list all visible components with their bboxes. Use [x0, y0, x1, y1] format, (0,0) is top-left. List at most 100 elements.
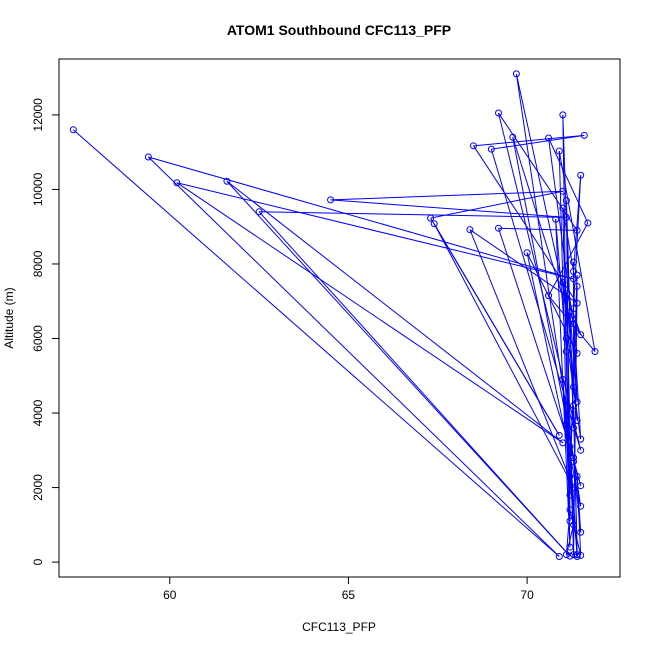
series-segment: [176, 182, 564, 444]
data-point: [509, 133, 517, 141]
data-point: [566, 517, 574, 525]
x-axis: 60 65 70: [163, 576, 534, 602]
y-tick-label: 6000: [31, 325, 45, 352]
series-segment: [430, 190, 563, 219]
data-point: [562, 197, 570, 205]
data-point: [466, 226, 474, 234]
data-point: [562, 213, 570, 221]
y-tick-label: 12000: [31, 98, 45, 132]
data-point: [570, 457, 578, 465]
data-point: [69, 126, 77, 134]
data-point: [573, 416, 581, 424]
data-point: [559, 375, 567, 383]
data-point: [573, 349, 581, 357]
series-segment: [473, 134, 585, 147]
data-point: [573, 553, 581, 561]
data-point: [523, 249, 531, 257]
series-segment: [512, 137, 571, 321]
data-point: [577, 482, 585, 490]
data-point: [570, 267, 578, 275]
series-segment: [573, 175, 582, 309]
data-point: [577, 331, 585, 339]
data-point: [577, 502, 585, 510]
series-segment: [72, 129, 560, 557]
data-point: [469, 142, 477, 150]
data-point: [580, 131, 588, 139]
data-point: [559, 187, 567, 195]
data-point: [566, 308, 574, 316]
series-segment: [433, 223, 560, 436]
x-tick-label: 70: [520, 588, 534, 602]
data-point: [555, 431, 563, 439]
series-segment: [259, 211, 567, 218]
data-point: [570, 521, 578, 529]
chart-title: ATOM1 Southbound CFC113_PFP: [227, 22, 451, 38]
x-tick-label: 65: [342, 588, 356, 602]
data-point: [584, 219, 592, 227]
data-point: [566, 543, 574, 551]
series-segment: [569, 446, 578, 557]
y-tick-label: 2000: [31, 474, 45, 501]
series-segment: [433, 223, 574, 488]
data-point: [327, 196, 335, 204]
series-segment: [515, 73, 571, 320]
y-tick-label: 10000: [31, 172, 45, 206]
series-segment: [498, 227, 578, 231]
series-segment: [176, 182, 574, 280]
series-segment: [148, 156, 574, 280]
series-segment: [569, 312, 578, 402]
y-axis-label: Altitude (m): [2, 287, 16, 348]
data-point: [573, 226, 581, 234]
series-segment: [147, 156, 560, 557]
data-point: [570, 305, 578, 313]
data-point: [577, 446, 585, 454]
data-point: [573, 472, 581, 480]
data-point: [566, 552, 574, 560]
series-segment: [569, 312, 582, 335]
data-point: [577, 528, 585, 536]
series-segment: [562, 207, 575, 272]
data-point: [512, 70, 520, 78]
data-point: [559, 439, 567, 447]
data-point: [570, 383, 578, 391]
y-axis: 0 2000 4000 6000 8000 10000 12000: [31, 98, 60, 565]
data-point: [570, 424, 578, 432]
data-point: [495, 224, 503, 232]
data-point: [559, 279, 567, 287]
data-point: [566, 472, 574, 480]
data-point: [559, 204, 567, 212]
data-point: [559, 111, 567, 119]
data-point: [570, 320, 578, 328]
series-segment: [548, 295, 596, 352]
data-point: [573, 282, 581, 290]
data-point: [562, 551, 570, 559]
series-segment: [498, 228, 575, 458]
data-point: [570, 484, 578, 492]
data-point: [562, 420, 570, 428]
series-segment: [258, 211, 571, 557]
data-point: [566, 443, 574, 451]
data-point: [591, 348, 599, 356]
y-tick-label: 4000: [31, 399, 45, 426]
series-segment: [576, 476, 582, 556]
data-point: [555, 553, 563, 561]
data-point: [545, 292, 553, 300]
data-point: [555, 147, 563, 155]
series-lines: [72, 73, 596, 557]
series-segment: [469, 229, 575, 488]
data-point: [570, 454, 578, 462]
data-point: [562, 348, 570, 356]
y-tick-label: 0: [31, 558, 45, 565]
series-segment: [565, 338, 582, 440]
data-point: [223, 177, 231, 185]
data-point: [562, 334, 570, 342]
data-point: [144, 153, 152, 161]
data-point: [495, 109, 503, 117]
series-segment: [573, 323, 582, 440]
data-point: [570, 402, 578, 410]
data-point: [255, 208, 263, 216]
data-point: [430, 220, 438, 228]
data-point: [487, 145, 495, 153]
data-point: [545, 134, 553, 142]
plot-frame: [58, 58, 621, 578]
